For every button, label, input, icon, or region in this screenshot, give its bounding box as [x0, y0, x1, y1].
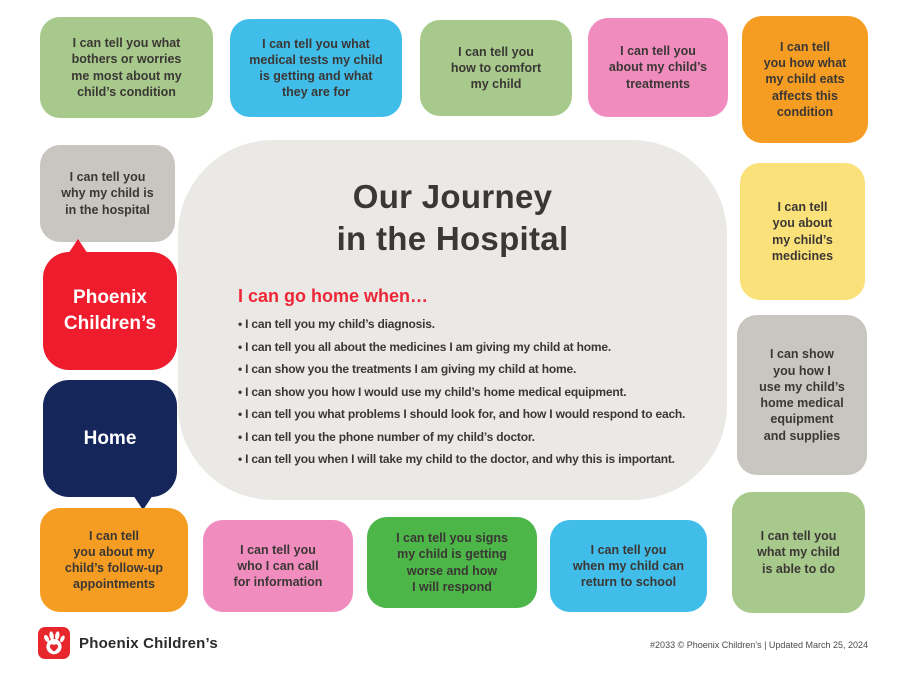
go-home-heading: I can go home when… [238, 286, 429, 307]
bubble-tail-down [133, 495, 153, 510]
card-eats-condition: I can tell you how what my child eats af… [742, 16, 868, 143]
card-why-in-hospital: I can tell you why my child is in the ho… [40, 145, 175, 242]
card-return-school: I can tell you when my child can return … [550, 520, 707, 612]
bubble-phoenix-childrens: Phoenix Children’s [43, 239, 177, 370]
card-who-to-call-label: I can tell you who I can call for inform… [233, 542, 323, 590]
footer-logo-text: Phoenix Children’s [79, 635, 218, 652]
card-comfort: I can tell you how to comfort my child [420, 20, 572, 116]
card-signs-worse-label: I can tell you signs my child is getting… [396, 531, 508, 594]
card-bothers-worries: I can tell you what bothers or worries m… [40, 17, 213, 118]
card-able-to-do: I can tell you what my child is able to … [732, 492, 865, 613]
checklist-item: • I can tell you when I will take my chi… [238, 452, 675, 467]
handprint-logo-icon [38, 627, 70, 659]
go-home-checklist: • I can tell you my child’s diagnosis. •… [238, 313, 727, 471]
page-title: Our Journey in the Hospital [178, 176, 727, 260]
page-title-line2: in the Hospital [336, 220, 569, 258]
card-return-school-label: I can tell you when my child can return … [572, 542, 685, 590]
bubble-tail-up [68, 239, 88, 254]
card-medicines-label: I can tell you about my child’s medicine… [771, 200, 834, 263]
page-title-line1: Our Journey [352, 178, 553, 215]
bubble-phoenix-childrens-label: Phoenix Children’s [63, 287, 157, 334]
card-medicines: I can tell you about my child’s medicine… [740, 163, 865, 300]
card-home-equipment-label: I can show you how I use my child’s home… [759, 347, 845, 443]
card-comfort-label: I can tell you how to comfort my child [450, 44, 542, 92]
card-treatments: I can tell you about my child’s treatmen… [588, 18, 728, 117]
card-eats-condition-label: I can tell you how what my child eats af… [763, 39, 847, 119]
card-able-to-do-label: I can tell you what my child is able to … [757, 529, 840, 576]
card-home-equipment: I can show you how I use my child’s home… [737, 315, 867, 475]
card-followup-appointments-label: I can tell you about my child’s follow-u… [64, 528, 164, 592]
footer: Phoenix Children’s #2033 © Phoenix Child… [0, 615, 907, 680]
card-who-to-call: I can tell you who I can call for inform… [203, 520, 353, 612]
checklist-item: • I can tell you my child’s diagnosis. [238, 317, 435, 332]
card-medical-tests: I can tell you what medical tests my chi… [230, 19, 402, 117]
card-why-in-hospital-label: I can tell you why my child is in the ho… [61, 170, 154, 217]
checklist-item: • I can show you the treatments I am giv… [238, 362, 577, 377]
card-followup-appointments: I can tell you about my child’s follow-u… [40, 508, 188, 612]
card-signs-worse: I can tell you signs my child is getting… [367, 517, 537, 608]
checklist-item: • I can show you how I would use my chil… [238, 384, 627, 399]
card-treatments-label: I can tell you about my child’s treatmen… [608, 44, 708, 91]
checklist-item: • I can tell you all about the medicines… [238, 339, 611, 354]
center-panel: Our Journey in the Hospital I can go hom… [178, 140, 727, 500]
bubble-home-label: Home [83, 427, 137, 449]
bubble-home: Home [43, 380, 177, 510]
checklist-item: • I can tell you what problems I should … [238, 407, 686, 422]
card-medical-tests-label: I can tell you what medical tests my chi… [249, 36, 383, 100]
footer-reference: #2033 © Phoenix Children’s | Updated Mar… [650, 640, 868, 650]
checklist-item: • I can tell you the phone number of my … [238, 429, 535, 444]
card-bothers-worries-label: I can tell you what bothers or worries m… [71, 36, 182, 99]
